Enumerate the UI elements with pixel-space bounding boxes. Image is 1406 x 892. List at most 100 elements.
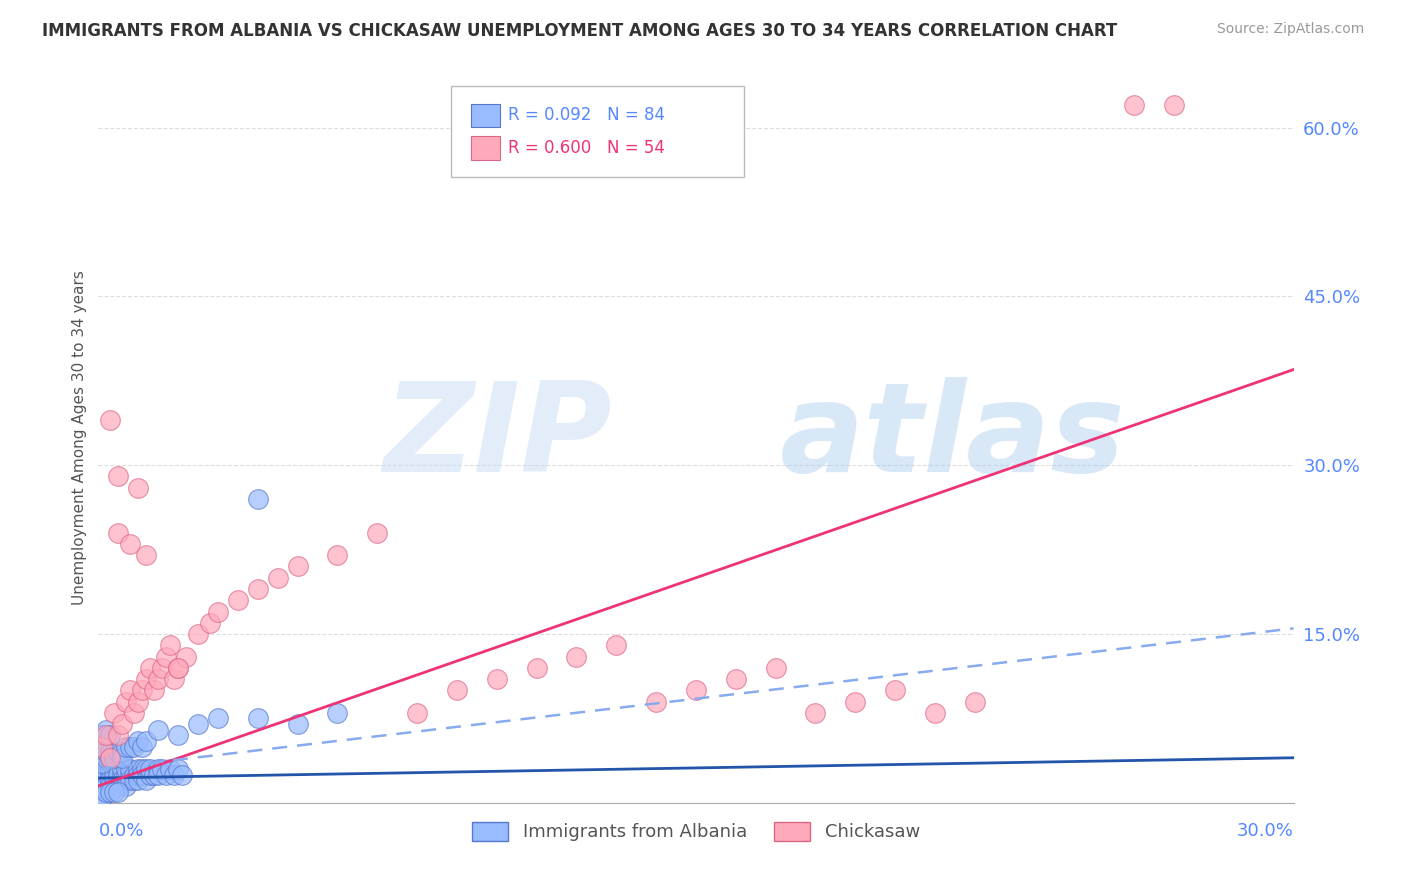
Point bbox=[124, 773, 146, 788]
Point bbox=[98, 784, 122, 798]
Point bbox=[163, 767, 186, 781]
Text: atlas: atlas bbox=[779, 376, 1125, 498]
Point bbox=[115, 694, 138, 708]
Text: Source: ZipAtlas.com: Source: ZipAtlas.com bbox=[1216, 22, 1364, 37]
Point bbox=[150, 661, 173, 675]
Point bbox=[605, 638, 627, 652]
Point bbox=[103, 751, 125, 765]
Point bbox=[127, 767, 149, 781]
Point bbox=[267, 571, 290, 585]
Point bbox=[120, 773, 142, 788]
Point bbox=[139, 661, 162, 675]
Point bbox=[526, 661, 548, 675]
Point bbox=[139, 767, 162, 781]
Point bbox=[98, 762, 122, 776]
Text: 30.0%: 30.0% bbox=[1237, 822, 1294, 839]
Point bbox=[131, 683, 153, 698]
Point bbox=[107, 767, 129, 781]
Point bbox=[96, 784, 118, 798]
Point bbox=[98, 767, 122, 781]
Point bbox=[148, 762, 170, 776]
Point bbox=[91, 756, 114, 771]
Point bbox=[143, 683, 166, 698]
Point bbox=[287, 559, 309, 574]
Point bbox=[107, 779, 129, 793]
Point bbox=[685, 683, 707, 698]
Point bbox=[111, 773, 134, 788]
Point bbox=[115, 767, 138, 781]
Point bbox=[115, 739, 138, 754]
Point bbox=[246, 711, 269, 725]
Point bbox=[326, 706, 349, 720]
Point bbox=[406, 706, 429, 720]
Point bbox=[96, 779, 118, 793]
Point bbox=[1163, 98, 1185, 112]
Point bbox=[98, 413, 122, 427]
Point bbox=[120, 767, 142, 781]
Point bbox=[131, 739, 153, 754]
Point bbox=[96, 762, 118, 776]
Point bbox=[96, 745, 118, 759]
Point bbox=[103, 779, 125, 793]
Point bbox=[135, 548, 157, 562]
Point bbox=[446, 683, 468, 698]
Point bbox=[103, 745, 125, 759]
Point bbox=[120, 739, 142, 754]
Point bbox=[103, 773, 125, 788]
Point bbox=[135, 734, 157, 748]
Point bbox=[135, 773, 157, 788]
FancyBboxPatch shape bbox=[451, 86, 744, 178]
Point bbox=[98, 728, 122, 742]
Point bbox=[96, 767, 118, 781]
Point bbox=[167, 728, 190, 742]
Point bbox=[120, 537, 142, 551]
Point bbox=[724, 672, 747, 686]
FancyBboxPatch shape bbox=[471, 136, 501, 160]
Point bbox=[127, 762, 149, 776]
Text: R = 0.600   N = 54: R = 0.600 N = 54 bbox=[509, 139, 665, 157]
Point bbox=[127, 734, 149, 748]
Point bbox=[115, 779, 138, 793]
Point bbox=[135, 762, 157, 776]
Point bbox=[111, 751, 134, 765]
Point bbox=[115, 762, 138, 776]
Point bbox=[198, 615, 221, 630]
Point bbox=[148, 672, 170, 686]
Point bbox=[96, 773, 118, 788]
Point bbox=[150, 762, 173, 776]
Point bbox=[103, 762, 125, 776]
Point bbox=[91, 779, 114, 793]
Point bbox=[98, 751, 122, 765]
Point bbox=[103, 706, 125, 720]
Point bbox=[765, 661, 787, 675]
FancyBboxPatch shape bbox=[471, 103, 501, 127]
Point bbox=[207, 711, 229, 725]
Point bbox=[287, 717, 309, 731]
Point bbox=[96, 751, 118, 765]
Point bbox=[103, 767, 125, 781]
Point bbox=[139, 762, 162, 776]
Point bbox=[924, 706, 946, 720]
Point bbox=[174, 649, 197, 664]
Point bbox=[111, 745, 134, 759]
Point bbox=[127, 773, 149, 788]
Point bbox=[107, 773, 129, 788]
Point bbox=[96, 723, 118, 737]
Text: ZIP: ZIP bbox=[384, 376, 613, 498]
Point bbox=[172, 767, 194, 781]
Point bbox=[804, 706, 827, 720]
Point bbox=[187, 717, 209, 731]
Point bbox=[226, 593, 249, 607]
Point bbox=[135, 672, 157, 686]
Point bbox=[124, 767, 146, 781]
Point bbox=[159, 638, 181, 652]
Point bbox=[107, 745, 129, 759]
Point bbox=[91, 790, 114, 805]
Point bbox=[246, 491, 269, 506]
Point bbox=[326, 548, 349, 562]
Point bbox=[91, 767, 114, 781]
Point bbox=[103, 784, 125, 798]
Point bbox=[131, 767, 153, 781]
Point bbox=[167, 661, 190, 675]
Point bbox=[148, 767, 170, 781]
